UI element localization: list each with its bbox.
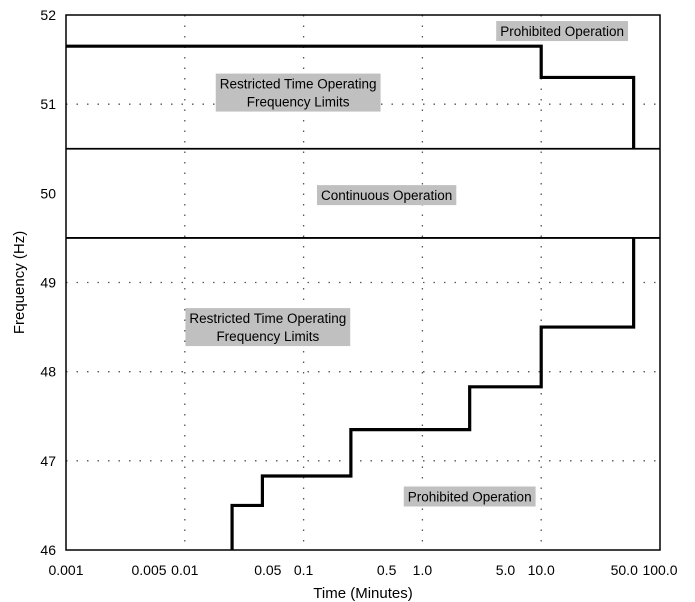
y-tick-label: 52 — [40, 7, 56, 23]
x-tick-label: 0.1 — [294, 562, 314, 578]
x-tick-label: 0.001 — [48, 562, 83, 578]
region-label-text: Frequency Limits — [247, 95, 350, 110]
region-labels: Prohibited Operation Restricted Time Oper… — [185, 21, 629, 507]
region-label-bg — [496, 21, 629, 42]
x-tick-label: 0.05 — [254, 562, 281, 578]
y-tick-label: 50 — [40, 185, 56, 201]
region-label: Restricted Time Operating Frequency Limit… — [185, 308, 351, 347]
region-label-bg — [316, 185, 457, 206]
region-label-bg — [215, 73, 381, 112]
region-label-text: Restricted Time Operating — [220, 77, 377, 92]
y-tick-label: 51 — [40, 96, 56, 112]
x-tick-label: 0.005 — [132, 562, 167, 578]
region-label: Prohibited Operation — [496, 21, 629, 42]
region-label: Restricted Time Operating Frequency Limit… — [215, 73, 381, 112]
x-tick-label: 1.0 — [413, 562, 433, 578]
x-tick-label: 0.01 — [171, 562, 198, 578]
y-tick-label: 46 — [40, 542, 56, 558]
region-label: Prohibited Operation — [403, 486, 536, 507]
region-label-text: Prohibited Operation — [408, 490, 532, 505]
y-tick-label: 49 — [40, 275, 56, 291]
region-label: Continuous Operation — [316, 185, 457, 206]
x-tick-label: 10.0 — [528, 562, 555, 578]
region-label-bg — [185, 308, 351, 347]
x-axis-title: Time (Minutes) — [313, 585, 412, 602]
region-label-text: Frequency Limits — [216, 329, 319, 344]
y-tick-label: 48 — [40, 364, 56, 380]
series-line — [230, 237, 636, 550]
grid-lines — [66, 15, 660, 550]
x-tick-labels: 0.001 0.005 0.01 0.05 0.1 0.5 1.0 5.0 10.0 50.0 10… — [48, 562, 677, 578]
plot-frame — [65, 14, 661, 551]
region-boundaries — [66, 147, 660, 239]
x-tick-label: 100.0 — [642, 562, 677, 578]
y-axis-title: Frequency (Hz) — [11, 231, 28, 334]
series-line — [66, 44, 636, 149]
y-tick-label: 47 — [40, 453, 56, 469]
x-tick-label: 0.5 — [377, 562, 397, 578]
region-label-text: Restricted Time Operating — [189, 311, 346, 326]
region-label-text: Continuous Operation — [321, 188, 452, 203]
region-label-bg — [403, 486, 536, 507]
x-tick-label: 5.0 — [496, 562, 516, 578]
series-lines — [66, 44, 636, 550]
y-tick-labels: 46 47 48 49 50 51 52 — [40, 7, 56, 558]
region-label-text: Prohibited Operation — [500, 24, 624, 39]
x-tick-label: 50.0 — [611, 562, 638, 578]
